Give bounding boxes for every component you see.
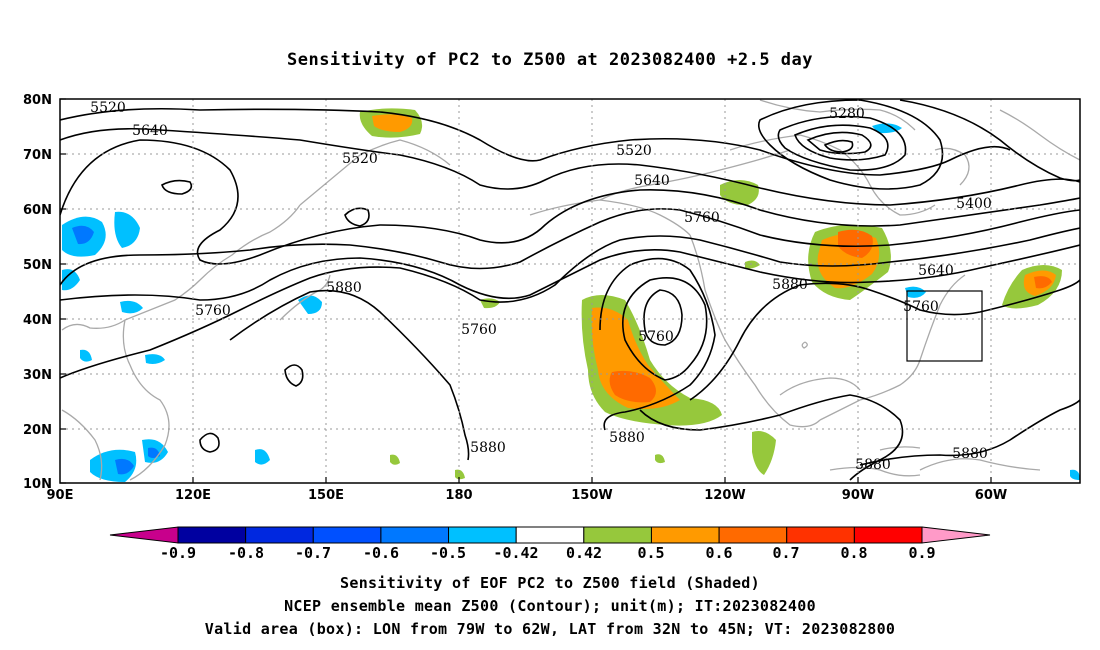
shading-layer [62, 108, 1080, 482]
contour-label: 5760 [195, 303, 231, 319]
lat-label: 80N [23, 93, 52, 108]
valid-area-box [906, 290, 983, 362]
colorbar-label: -0.6 [363, 544, 399, 562]
colorbar-cell [245, 526, 314, 544]
lon-label: 120E [175, 488, 211, 503]
chart-title: Sensitivity of PC2 to Z500 at 2023082400… [286, 50, 813, 70]
negative-sensitivity-area [120, 300, 143, 314]
positive-sensitivity-area [752, 431, 776, 475]
negative-sensitivity-area [872, 123, 902, 134]
colorbar-cell [177, 526, 247, 544]
contour-label: 5760 [903, 299, 939, 315]
lat-label: 50N [23, 258, 52, 273]
colorbar-label: 0.42 [566, 544, 602, 562]
lat-label: 10N [23, 477, 52, 492]
lon-label: 120W [704, 488, 745, 503]
contour-label: 5880 [326, 280, 362, 296]
contour-label: 5520 [342, 151, 378, 167]
lat-label: 40N [23, 313, 52, 328]
negative-sensitivity-area [905, 286, 926, 298]
contour-label: 5760 [638, 329, 674, 345]
colorbar-label: 0.6 [705, 544, 732, 562]
contour-label: 5880 [772, 277, 808, 293]
negative-sensitivity-area [255, 449, 270, 465]
negative-sensitivity-area [1070, 469, 1080, 480]
positive-sensitivity-area [720, 180, 759, 206]
negative-sensitivity-area [148, 447, 160, 458]
positive-sensitivity-area [609, 370, 656, 403]
map-frame [59, 98, 1081, 484]
positive-sensitivity-area [1034, 276, 1052, 289]
lon-label: 150E [308, 488, 344, 503]
lat-label: 60N [23, 203, 52, 218]
colorbar-cell [515, 526, 585, 544]
colorbar-cell [853, 526, 923, 544]
contour-label: 5640 [132, 123, 168, 139]
colorbar-label: -0.7 [295, 544, 331, 562]
lon-label: 60W [975, 488, 1007, 503]
colorbar: -0.9 -0.8 -0.7 -0.6 -0.5 -0.42 0.42 0.5 … [109, 526, 991, 562]
lat-label: 70N [23, 148, 52, 163]
contour-label: 5760 [684, 210, 720, 226]
colorbar-high-triangle [921, 526, 991, 544]
colorbar-label: 0.8 [840, 544, 867, 562]
negative-sensitivity-area [62, 269, 80, 291]
contour-label: 5520 [616, 143, 652, 159]
colorbar-label: 0.7 [772, 544, 799, 562]
contour-label: 5280 [829, 106, 865, 122]
lon-label: 150W [571, 488, 612, 503]
negative-sensitivity-area [80, 349, 92, 362]
colorbar-cell [380, 526, 450, 544]
negative-sensitivity-area [145, 354, 165, 364]
colorbar-cell [786, 526, 855, 544]
caption-line-1: Sensitivity of EOF PC2 to Z500 field (Sh… [340, 574, 760, 592]
lon-label: 90W [842, 488, 874, 503]
gridlines [60, 99, 1080, 483]
caption-line-3: Valid area (box): LON from 79W to 62W, L… [204, 620, 896, 638]
colorbar-label: 0.5 [637, 544, 664, 562]
colorbar-label: -0.8 [228, 544, 264, 562]
colorbar-cell [312, 526, 382, 544]
negative-sensitivity-area [115, 458, 134, 475]
tick-marks [60, 98, 992, 484]
lat-label: 20N [23, 423, 52, 438]
contour-label: 5760 [461, 322, 497, 338]
positive-sensitivity-area [745, 260, 760, 269]
z500-contours [60, 99, 1080, 481]
contour-label: 5880 [952, 446, 988, 462]
colorbar-label: -0.9 [160, 544, 196, 562]
colorbar-label: -0.5 [430, 544, 466, 562]
colorbar-label: -0.42 [493, 544, 538, 562]
colorbar-cell [650, 526, 720, 544]
colorbar-low-triangle [109, 526, 179, 544]
contour-label: 5880 [855, 457, 891, 473]
negative-sensitivity-area [114, 211, 140, 248]
positive-sensitivity-area [372, 114, 413, 132]
lon-label: 90E [47, 488, 74, 503]
contour-label: 5400 [956, 196, 992, 212]
coastlines [61, 99, 1080, 481]
caption-line-2: NCEP ensemble mean Z500 (Contour); unit(… [284, 597, 816, 615]
lat-label: 30N [23, 368, 52, 383]
positive-sensitivity-area [455, 469, 465, 480]
contour-label: 5640 [634, 173, 670, 189]
negative-sensitivity-area [72, 225, 94, 245]
positive-sensitivity-area [655, 454, 665, 464]
positive-sensitivity-area [390, 454, 400, 465]
colorbar-cell [583, 526, 652, 544]
colorbar-cell [448, 526, 517, 544]
contour-label: 5640 [918, 263, 954, 279]
lon-label: 180 [445, 488, 472, 503]
contour-label: 5880 [470, 440, 506, 456]
colorbar-cell [718, 526, 788, 544]
contour-label: 5880 [609, 430, 645, 446]
positive-sensitivity-area [838, 229, 873, 258]
colorbar-label: 0.9 [908, 544, 935, 562]
negative-sensitivity-area [298, 295, 322, 314]
contour-label: 5520 [90, 100, 126, 116]
